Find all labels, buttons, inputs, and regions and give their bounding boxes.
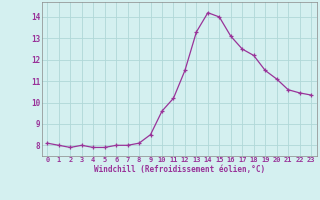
X-axis label: Windchill (Refroidissement éolien,°C): Windchill (Refroidissement éolien,°C) <box>94 165 265 174</box>
